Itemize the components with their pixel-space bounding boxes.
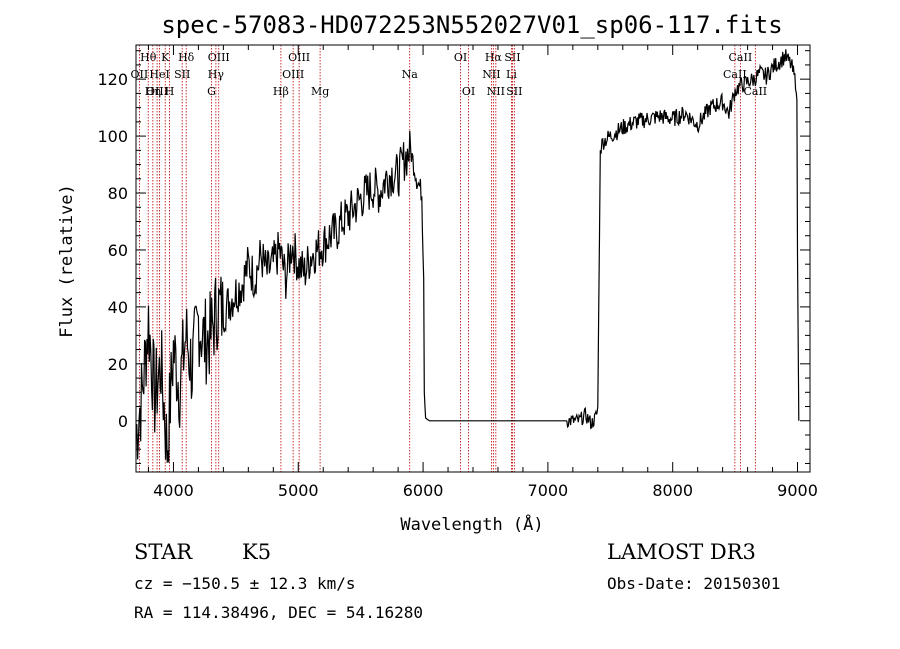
spectral-line-label: Na [402,68,419,81]
x-tick-label: 4000 [153,481,194,500]
spectral-line-label: OIII [146,85,168,98]
spectral-line-label: OI [454,51,467,64]
spectral-line-label: H [165,85,175,98]
spectral-line-label: Hγ [208,68,225,81]
y-axis-label: Flux (relative) [57,184,77,338]
x-tick-label: 9000 [777,481,818,500]
spectral-line-label: OIII [288,51,310,64]
x-axis-label: Wavelength (Å) [400,513,543,535]
spectral-line-label: NII [482,68,500,81]
spectral-line-label: SII [174,68,190,81]
y-tick-label: 40 [108,298,128,317]
axis-ticks-layer: 4000 5000 6000 7000 8000 9000 0 20 40 60 80 100 120 [97,45,818,500]
object-type: STAR [134,540,193,564]
spectral-line-label: CaII [723,68,747,81]
spectral-line-label: SII [504,51,520,64]
spectral-line-label: Hθ [140,51,157,64]
spectral-line-label: G [207,85,216,98]
spectral-line-label: Hη [145,85,161,98]
y-tick-label: 100 [97,127,128,146]
spectral-lines-layer: Hθ OII OIII K HeI Hη H SII Hδ OIII Hγ G Hβ OIII OIII Mg… [131,45,767,472]
spectral-line-label: Hα [485,51,503,64]
redshift-readout: cz = −150.5 ± 12.3 km/s [134,574,356,593]
x-tick-label: 5000 [278,481,319,500]
y-tick-label: 120 [97,70,128,89]
y-tick-label: 80 [108,184,128,203]
spectral-line-label: OII [131,68,149,81]
spectral-line-label: CaII [743,85,767,98]
survey-name: LAMOST DR3 [607,540,756,564]
spectral-subclass: K5 [242,540,272,564]
spectral-line-label: OIII [282,68,304,81]
spectral-line-label: OIII [208,51,230,64]
spectral-line-label: NII [487,85,505,98]
spectral-line-label: Mg [311,85,329,98]
x-tick-label: 7000 [528,481,569,500]
spectral-line-label: OI [462,85,475,98]
spectral-line-label: HeI [149,68,169,81]
y-tick-label: 0 [118,412,128,431]
spectrum-series-line [135,49,800,463]
x-tick-label: 6000 [403,481,444,500]
spectral-line-label: SII [506,85,522,98]
x-tick-label: 8000 [652,481,693,500]
observation-date: Obs-Date: 20150301 [607,574,781,593]
spectral-line-label: Hδ [178,51,195,64]
chart-title: spec-57083-HD072253N552027V01_sp06-117.f… [161,11,782,39]
y-tick-label: 60 [108,241,128,260]
spectral-line-label: Hβ [273,85,289,98]
spectral-line-label: CaII [729,51,753,64]
y-tick-label: 20 [108,355,128,374]
coordinates: RA = 114.38496, DEC = 54.16280 [134,603,423,622]
spectral-line-label: Li [506,68,517,81]
spectral-line-label: K [161,51,170,64]
